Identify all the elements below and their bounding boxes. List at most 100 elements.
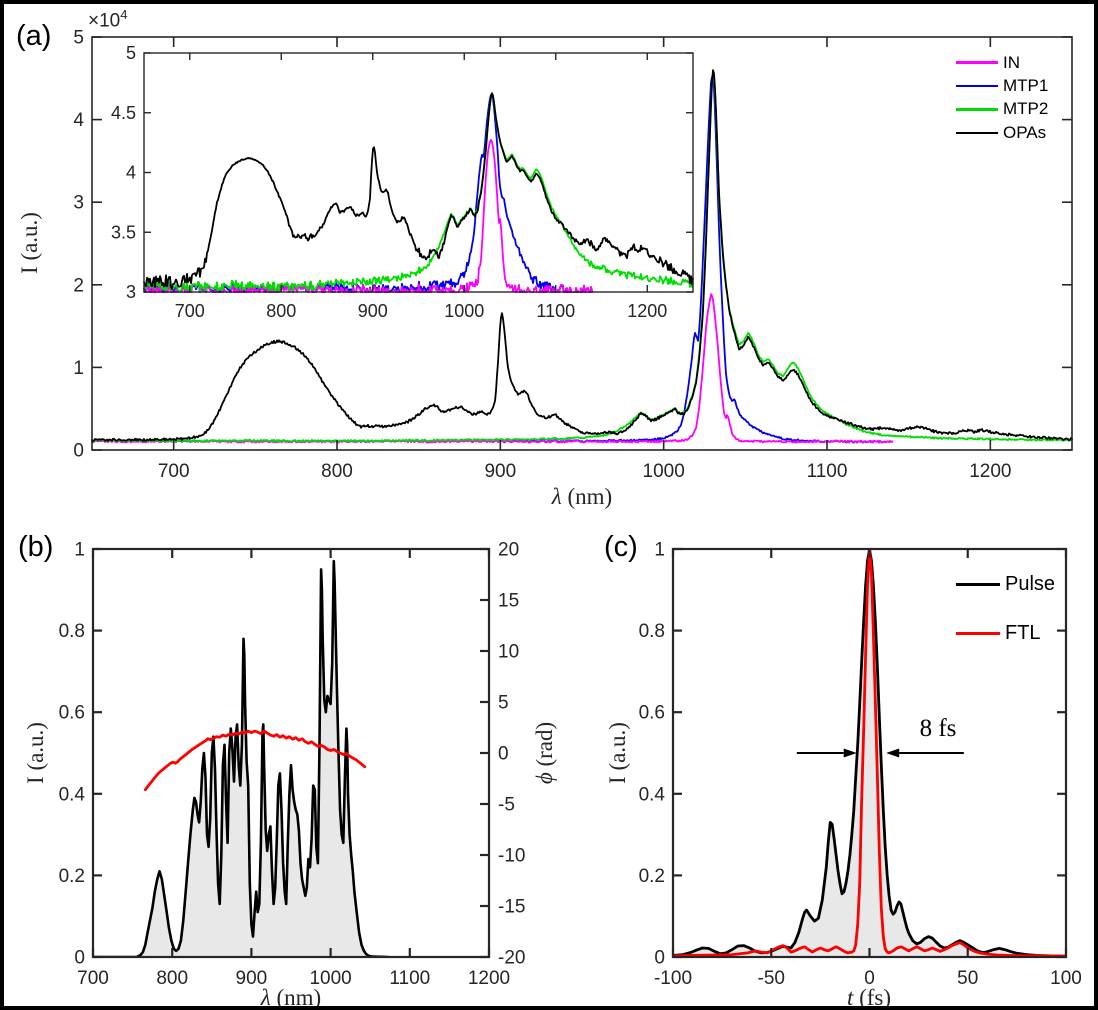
x-tick-label: 50 [957, 968, 978, 989]
legend-item-OPAs: OPAs [956, 121, 1048, 144]
legend-line-swatch [956, 583, 1000, 586]
series-line-MTP2 [91, 71, 1073, 443]
x-tick-label: 1200 [627, 301, 667, 321]
y-tick-label: 3 [126, 282, 136, 302]
chart-c: -100 -50 0 50 100 0 0.2 0.4 0.6 0.8 1 [639, 539, 1082, 989]
chart-a: 700 800 900 1000 1100 1200 0 1 2 3 4 5 [73, 27, 1073, 482]
legend-label: IN [1003, 52, 1020, 72]
legend-item-IN: IN [956, 51, 1048, 74]
plot-region [672, 548, 1067, 958]
exponent-power: 4 [120, 7, 128, 22]
x-tick-label: 1100 [536, 301, 575, 321]
y-tick-label: 4 [126, 163, 136, 183]
xlabel-unit: (nm) [561, 484, 613, 509]
y-tick-label: 1 [654, 539, 665, 560]
series-fill-spectrum [93, 561, 389, 957]
y-tick-label: 0.4 [59, 784, 86, 805]
panel-a-xlabel: λ (nm) [552, 484, 612, 510]
y-tick-label: 1 [74, 539, 85, 560]
panel-b-ylabel-left: I (a.u.) [23, 722, 48, 784]
y-tick-label: 0.8 [59, 621, 85, 642]
y-tick-label: 0 [73, 440, 84, 461]
axes-box [91, 36, 1073, 451]
x-tick-label: 100 [1050, 968, 1082, 989]
legend-line-swatch [956, 61, 998, 64]
legend-label: FTL [1005, 622, 1041, 644]
legend-label: Pulse [1005, 573, 1056, 595]
fwhm-arrow-head [843, 748, 857, 758]
fwhm-annotation-label: 8 fs [919, 715, 957, 742]
y-tick-label: 0.2 [639, 866, 665, 887]
y2-tick-label: 5 [498, 692, 509, 713]
x-tick-label: 1100 [807, 461, 848, 482]
series-line-FTL [672, 548, 1067, 958]
x-tick-label: 1100 [389, 968, 430, 989]
legend-label: OPAs [1003, 122, 1047, 142]
legend-item-MTP2: MTP2 [956, 98, 1048, 121]
x-tick-label: 1200 [468, 968, 510, 989]
x-tick-label: 1000 [643, 461, 685, 482]
legend-line-swatch [956, 632, 1000, 635]
x-tick-label: 1200 [969, 461, 1011, 482]
y2-tick-label: -10 [498, 845, 525, 866]
y-tick-label: 3 [73, 193, 84, 214]
y2-tick-label: 0 [498, 743, 509, 764]
series-fill-Pulse [673, 549, 1066, 957]
x-tick-label: 800 [266, 301, 296, 321]
legend-item-MTP1: MTP1 [956, 74, 1048, 97]
fwhm-arrow-head [886, 748, 900, 758]
y-tick-label: 0.4 [639, 784, 666, 805]
x-tick-label: 900 [358, 301, 388, 321]
panel-a-tag: (a) [16, 20, 52, 52]
chart-a_inset: 700 800 900 1000 1100 1200 3 3.5 4 4.5 5 [111, 43, 694, 321]
ylabel-right-unit: (rad) [532, 721, 557, 773]
series-line-MTP2 [143, 92, 694, 293]
panel-c-legend: Pulse FTL [956, 560, 1055, 658]
panel-b-ylabel-right: ϕ (rad) [532, 722, 558, 784]
panel-c-xlabel: t (fs) [847, 985, 891, 1010]
x-tick-label: 900 [484, 461, 516, 482]
series-line-OPAs [143, 92, 694, 291]
y2-tick-label: -15 [498, 896, 525, 917]
legend-line-swatch [956, 108, 998, 111]
t-symbol: t [846, 985, 854, 1010]
legend-label: MTP2 [1003, 99, 1049, 119]
x-tick-label: 900 [236, 968, 268, 989]
chart-b: 700 800 900 1000 1100 1200 0 0.2 0.4 0.6 0.8 1 -20 -1… [59, 539, 526, 989]
panel-a-y-exponent: ×104 [88, 7, 127, 32]
y2-tick-label: 15 [498, 590, 519, 611]
series-line-phase [143, 729, 367, 792]
series-line-OPAs [91, 69, 1073, 442]
x-tick-label: 800 [321, 461, 353, 482]
y-tick-label: 5 [126, 43, 136, 63]
phi-symbol: ϕ [532, 772, 557, 785]
x-tick-label: 700 [175, 301, 205, 321]
y-tick-label: 0 [74, 947, 85, 968]
y2-tick-label: -5 [498, 794, 515, 815]
y-tick-label: 3.5 [111, 222, 136, 242]
y2-tick-label: -20 [498, 947, 525, 968]
legend-line-swatch [956, 131, 998, 135]
xlabel-unit: (nm) [270, 985, 322, 1010]
y-tick-label: 2 [73, 275, 84, 296]
plot-region [92, 559, 390, 958]
lambda-symbol: λ [551, 484, 562, 509]
legend-label: MTP1 [1003, 76, 1049, 96]
y2-tick-label: 20 [498, 539, 519, 560]
plot-region [91, 69, 1073, 444]
xlabel-unit: (fs) [853, 985, 892, 1010]
y-tick-label: 0.6 [59, 703, 85, 724]
x-tick-label: -50 [758, 968, 785, 989]
x-tick-label: 0 [864, 968, 875, 989]
x-tick-label: 1000 [444, 301, 484, 321]
panel-c-ylabel: I (a.u.) [605, 722, 630, 784]
y2-tick-label: 10 [498, 641, 519, 662]
y-tick-label: 0 [654, 947, 665, 968]
panel-a-legend: IN MTP1 MTP2 OPAs [956, 51, 1048, 145]
x-tick-label: 1000 [309, 968, 351, 989]
y-tick-label: 5 [73, 27, 84, 48]
y-tick-label: 0.8 [639, 621, 665, 642]
x-tick-label: 700 [158, 461, 190, 482]
